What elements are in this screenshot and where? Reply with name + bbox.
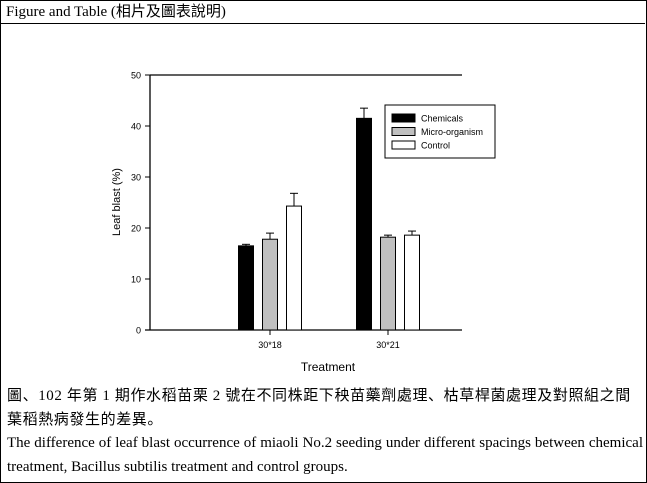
caption-english: The difference of leaf blast occurrence … xyxy=(7,435,643,475)
figure-caption: 圖、102 年第 1 期作水稻苗栗 2 號在不同株距下秧苗藥劑處理、枯草桿菌處理… xyxy=(7,385,643,479)
x-tick-label: 30*18 xyxy=(258,340,282,350)
y-tick-label: 30 xyxy=(131,173,141,183)
legend-swatch xyxy=(391,113,416,123)
caption-chinese: 圖、102 年第 1 期作水稻苗栗 2 號在不同株距下秧苗藥劑處理、枯草桿菌處理… xyxy=(7,388,631,428)
legend: Chemicals Micro-organism Control xyxy=(384,104,496,159)
bar xyxy=(262,238,278,331)
bar xyxy=(238,245,254,331)
legend-swatch xyxy=(391,140,416,150)
x-tick-label: 30*21 xyxy=(376,340,400,350)
y-tick-label: 50 xyxy=(131,71,141,81)
figure-header: Figure and Table (相片及圖表說明) xyxy=(0,0,645,24)
bar xyxy=(404,234,420,331)
legend-label: Control xyxy=(421,141,450,151)
bar xyxy=(380,236,396,331)
y-axis-label: Leaf blast (%) xyxy=(111,168,123,236)
y-tick-label: 0 xyxy=(136,326,141,336)
bar-chart: 0 10 20 30 40 50 30*18 30*21 Chemicals Micro-or… xyxy=(0,25,645,380)
legend-label: Chemicals xyxy=(421,114,464,124)
y-axis: 0 10 20 30 40 50 xyxy=(131,71,462,336)
legend-label: Micro-organism xyxy=(421,127,483,137)
y-tick-label: 20 xyxy=(131,224,141,234)
y-tick-label: 40 xyxy=(131,122,141,132)
x-axis: 30*18 30*21 xyxy=(145,329,462,350)
y-tick-label: 10 xyxy=(131,275,141,285)
x-axis-label: Treatment xyxy=(301,360,356,374)
bar xyxy=(356,117,372,331)
bars xyxy=(238,107,420,331)
bar xyxy=(286,205,302,331)
legend-swatch xyxy=(391,127,416,136)
